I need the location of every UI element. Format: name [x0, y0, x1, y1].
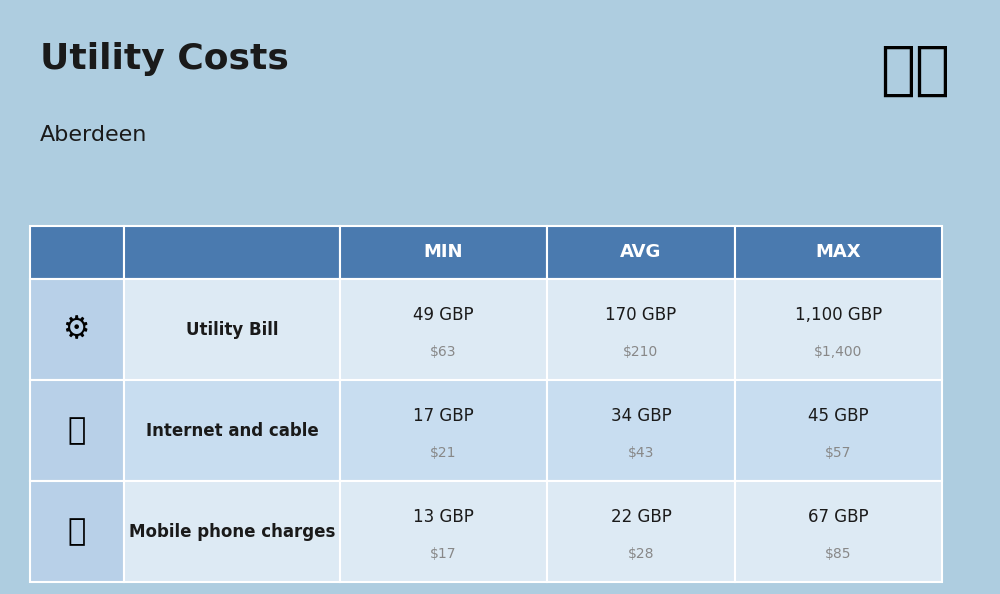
Text: 45 GBP: 45 GBP: [808, 407, 869, 425]
Text: 49 GBP: 49 GBP: [413, 306, 474, 324]
Text: 17 GBP: 17 GBP: [413, 407, 474, 425]
FancyBboxPatch shape: [124, 226, 340, 279]
FancyBboxPatch shape: [735, 481, 942, 582]
Text: $63: $63: [430, 345, 457, 359]
Text: 1,100 GBP: 1,100 GBP: [795, 306, 882, 324]
FancyBboxPatch shape: [735, 226, 942, 279]
Text: $85: $85: [825, 547, 852, 561]
FancyBboxPatch shape: [30, 481, 124, 582]
FancyBboxPatch shape: [30, 279, 124, 380]
FancyBboxPatch shape: [124, 481, 340, 582]
FancyBboxPatch shape: [735, 380, 942, 481]
Text: AVG: AVG: [620, 244, 662, 261]
FancyBboxPatch shape: [340, 226, 547, 279]
Text: MAX: MAX: [816, 244, 861, 261]
Text: $28: $28: [628, 547, 654, 561]
FancyBboxPatch shape: [340, 380, 547, 481]
FancyBboxPatch shape: [124, 380, 340, 481]
FancyBboxPatch shape: [735, 279, 942, 380]
Text: $43: $43: [628, 446, 654, 460]
Text: ⚙️: ⚙️: [63, 315, 91, 344]
FancyBboxPatch shape: [30, 226, 124, 279]
Text: 170 GBP: 170 GBP: [605, 306, 677, 324]
Text: MIN: MIN: [424, 244, 463, 261]
FancyBboxPatch shape: [547, 380, 735, 481]
Text: $1,400: $1,400: [814, 345, 863, 359]
Text: 📱: 📱: [68, 517, 86, 546]
Text: Mobile phone charges: Mobile phone charges: [129, 523, 335, 541]
Text: Utility Costs: Utility Costs: [40, 42, 289, 75]
Text: 34 GBP: 34 GBP: [611, 407, 671, 425]
FancyBboxPatch shape: [547, 481, 735, 582]
Text: 📶: 📶: [68, 416, 86, 445]
Text: $57: $57: [825, 446, 852, 460]
Text: $17: $17: [430, 547, 457, 561]
Text: 13 GBP: 13 GBP: [413, 508, 474, 526]
FancyBboxPatch shape: [124, 279, 340, 380]
Text: 🇬🇧: 🇬🇧: [880, 42, 950, 99]
FancyBboxPatch shape: [340, 279, 547, 380]
Text: Internet and cable: Internet and cable: [146, 422, 318, 440]
FancyBboxPatch shape: [547, 279, 735, 380]
Text: Aberdeen: Aberdeen: [40, 125, 147, 145]
Text: $210: $210: [623, 345, 659, 359]
Text: Utility Bill: Utility Bill: [186, 321, 278, 339]
Text: $21: $21: [430, 446, 457, 460]
Text: 22 GBP: 22 GBP: [611, 508, 671, 526]
Text: 67 GBP: 67 GBP: [808, 508, 869, 526]
FancyBboxPatch shape: [30, 380, 124, 481]
FancyBboxPatch shape: [547, 226, 735, 279]
FancyBboxPatch shape: [340, 481, 547, 582]
